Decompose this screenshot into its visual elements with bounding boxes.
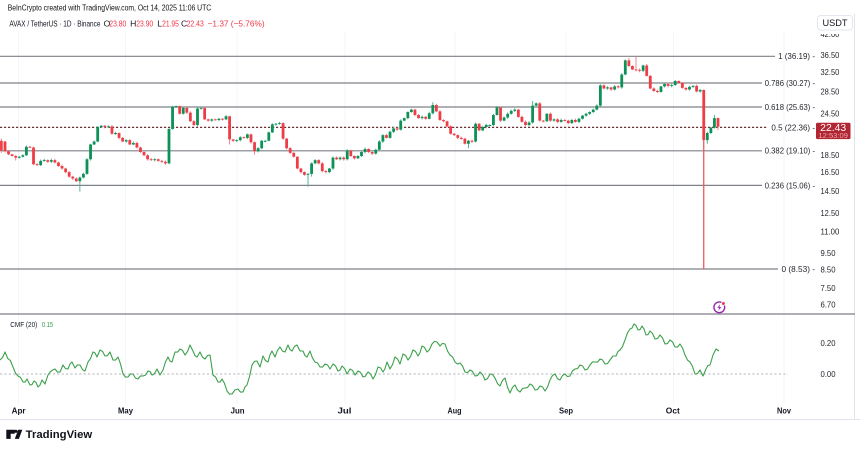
svg-text:Jul: Jul <box>338 407 352 416</box>
svg-text:12:53:09: 12:53:09 <box>818 131 848 140</box>
svg-text:AVAX / TetherUS · 1D · Binance: AVAX / TetherUS · 1D · Binance <box>9 18 100 28</box>
svg-text:12.50: 12.50 <box>821 209 840 218</box>
svg-text:23.90: 23.90 <box>136 18 153 28</box>
svg-text:0.5 (22.36) -: 0.5 (22.36) - <box>771 123 815 132</box>
svg-text:1 (36.19) -: 1 (36.19) - <box>778 52 815 61</box>
svg-text:May: May <box>118 407 133 416</box>
svg-text:42.00: 42.00 <box>821 30 840 39</box>
svg-text:11.00: 11.00 <box>821 228 840 237</box>
svg-text:16.50: 16.50 <box>821 168 840 177</box>
svg-text:L: L <box>157 18 162 28</box>
svg-text:14.50: 14.50 <box>821 187 840 196</box>
svg-text:0.00: 0.00 <box>821 370 837 379</box>
svg-text:22.43: 22.43 <box>187 18 204 28</box>
svg-text:Apr: Apr <box>12 407 27 416</box>
svg-text:0.15: 0.15 <box>42 320 53 329</box>
svg-text:8.50: 8.50 <box>821 266 837 275</box>
svg-text:TradingView: TradingView <box>26 429 93 441</box>
svg-text:32.50: 32.50 <box>821 68 840 77</box>
svg-text:H: H <box>130 18 136 28</box>
svg-text:Sep: Sep <box>559 407 573 416</box>
svg-text:0.236 (15.06) -: 0.236 (15.06) - <box>765 181 815 190</box>
svg-text:0 (8.53) -: 0 (8.53) - <box>782 265 816 274</box>
svg-text:BeInCrypto created with Tradin: BeInCrypto created with TradingView.com,… <box>8 3 212 13</box>
svg-text:9.50: 9.50 <box>821 249 837 258</box>
svg-text:21.95: 21.95 <box>162 18 179 28</box>
svg-text:0.20: 0.20 <box>821 339 837 348</box>
svg-text:36.50: 36.50 <box>821 51 840 60</box>
svg-text:Aug: Aug <box>448 407 462 416</box>
svg-text:28.50: 28.50 <box>821 87 840 96</box>
svg-text:C: C <box>181 18 187 28</box>
svg-text:Nov: Nov <box>777 407 791 416</box>
svg-text:0.382 (19.10) -: 0.382 (19.10) - <box>765 147 815 156</box>
svg-text:CMF (20): CMF (20) <box>10 320 37 329</box>
svg-text:18.50: 18.50 <box>821 151 840 160</box>
svg-text:0.786 (30.27) -: 0.786 (30.27) - <box>765 79 815 88</box>
svg-text:24.50: 24.50 <box>821 110 840 119</box>
svg-text:USDT: USDT <box>823 18 849 28</box>
svg-text:O: O <box>104 18 111 28</box>
svg-text:Oct: Oct <box>666 407 680 416</box>
svg-text:7.50: 7.50 <box>821 284 837 293</box>
svg-text:0.618 (25.63) -: 0.618 (25.63) - <box>765 103 815 112</box>
svg-text:23.80: 23.80 <box>109 18 126 28</box>
svg-text:22.43: 22.43 <box>820 123 847 134</box>
svg-text:6.70: 6.70 <box>821 301 837 310</box>
svg-text:Jun: Jun <box>231 407 245 416</box>
svg-text:−1.37 (−5.76%): −1.37 (−5.76%) <box>208 18 265 28</box>
